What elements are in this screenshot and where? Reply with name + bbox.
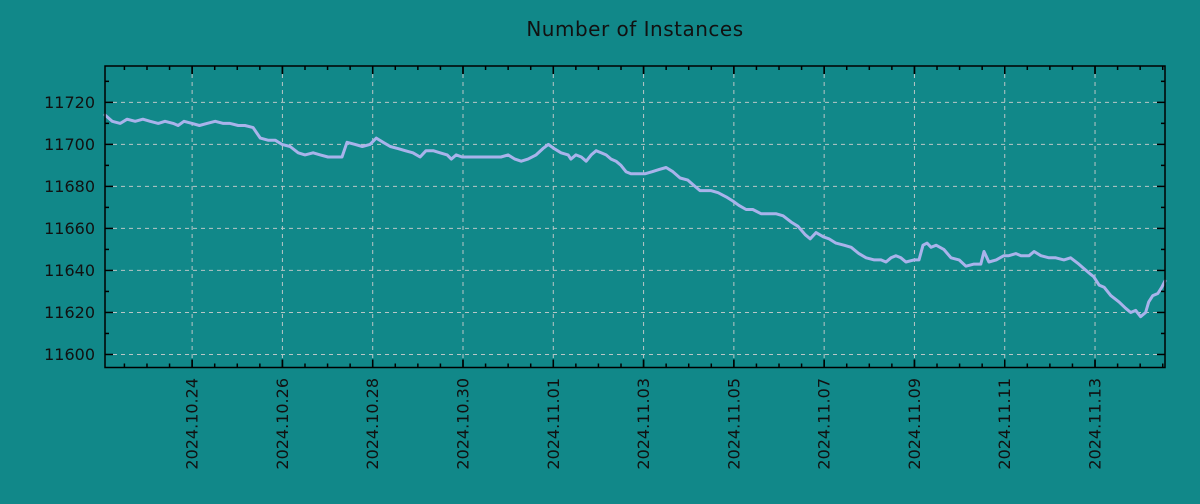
x-tick-label: 2024.11.01 bbox=[544, 378, 563, 470]
x-tick-label: 2024.11.03 bbox=[634, 378, 653, 470]
y-tick-label: 11680 bbox=[44, 177, 95, 196]
x-tick-labels: 2024.10.24 2024.10.26 2024.10.28 2024.10.30… bbox=[183, 378, 1105, 470]
x-tick-label: 2024.11.11 bbox=[995, 378, 1014, 470]
x-tick-label: 2024.10.26 bbox=[273, 378, 292, 470]
x-tick-label: 2024.10.30 bbox=[453, 378, 472, 470]
x-tick-label: 2024.11.07 bbox=[815, 378, 834, 470]
y-tick-labels: 11600 11620 11640 11660 11680 11700 11720 bbox=[44, 93, 95, 364]
data-line bbox=[103, 113, 1167, 319]
x-tick-label: 2024.11.09 bbox=[905, 378, 924, 470]
x-tick-label: 2024.10.24 bbox=[183, 378, 202, 470]
y-tick-label: 11600 bbox=[44, 345, 95, 364]
y-tick-label: 11720 bbox=[44, 93, 95, 112]
y-tick-label: 11660 bbox=[44, 219, 95, 238]
x-tick-label: 2024.10.28 bbox=[363, 378, 382, 470]
y-tick-label: 11700 bbox=[44, 135, 95, 154]
x-tick-label: 2024.11.05 bbox=[724, 378, 743, 470]
y-tick-label: 11640 bbox=[44, 261, 95, 280]
chart-title: Number of Instances bbox=[526, 17, 744, 41]
y-tick-label: 11620 bbox=[44, 303, 95, 322]
x-tick-label: 2024.11.13 bbox=[1086, 378, 1105, 470]
axis-ticks bbox=[105, 66, 1165, 368]
plot-border bbox=[104, 65, 1166, 369]
